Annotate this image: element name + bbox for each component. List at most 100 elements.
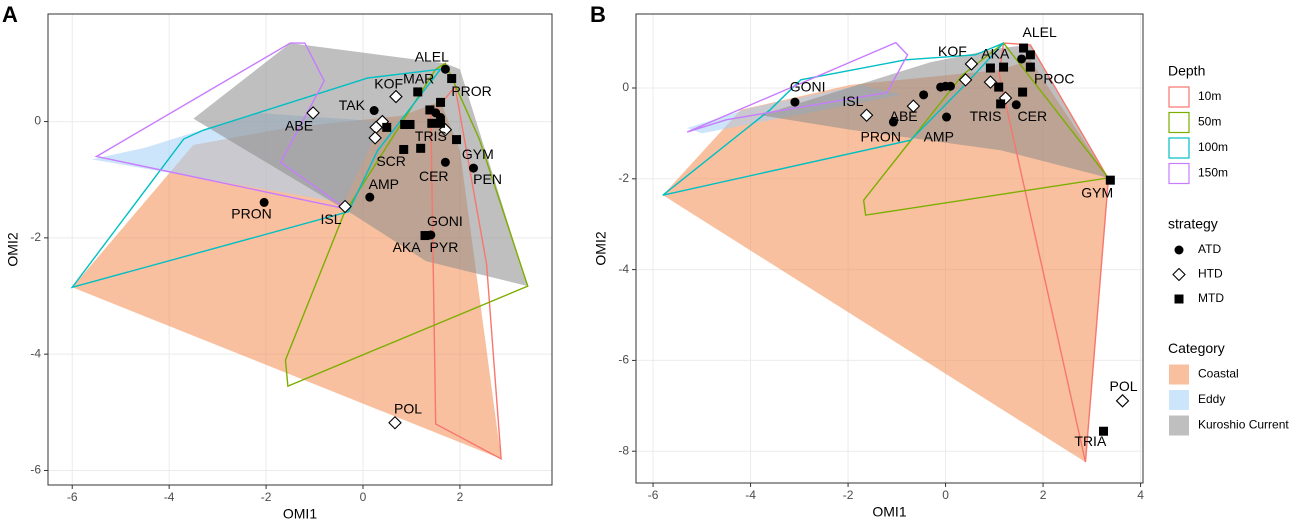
point-label: AKA [981,46,1010,62]
depth-hull [686,41,909,133]
point [259,197,269,207]
panel-border [47,13,553,486]
point [436,97,446,107]
x-tick-label: -2 [843,488,854,502]
point [447,74,457,84]
point [1105,175,1115,185]
depth-hull [662,42,1005,196]
point-label: AMP [924,129,954,145]
point-label: ALEL [415,48,449,64]
depth-hull [430,85,502,461]
point-label: ALEL [1023,24,1057,40]
x-tick-label: -6 [67,490,78,504]
point-label: ISL [842,93,863,109]
legend-key [1174,245,1184,255]
legend-key [1168,111,1190,134]
panel-border [635,13,1144,484]
point [859,108,874,123]
legend-label: 100m [1198,140,1228,154]
point-label: ABE [890,108,918,124]
point-label: GYM [1081,184,1113,200]
legend-key [1168,86,1190,108]
point-label: TRIA [1074,433,1107,449]
y-tick-label: -2 [618,171,629,185]
point [440,64,450,74]
legend-title: Category [1168,340,1225,356]
y-tick-label: -6 [30,463,41,477]
y-tick-label: -6 [618,353,629,367]
legend-title: Depth [1168,63,1205,79]
panel-label: B [590,2,606,27]
legend-key [1172,267,1186,282]
x-tick-label: -4 [164,490,175,504]
point [436,118,446,128]
depth-hull [862,42,1110,216]
depth-hull [70,68,443,289]
point-label: PEN [473,171,502,187]
point [382,122,392,132]
legend-key [1174,294,1184,304]
point-label: GONI [427,213,463,229]
point [440,157,450,167]
point [420,231,430,241]
legend-label: 150m [1198,166,1228,180]
y-tick-label: -2 [30,230,41,244]
legend-label: HTD [1198,267,1223,281]
x-axis-title: OMI1 [283,506,317,522]
y-axis-title: OMI2 [593,231,609,265]
point [1025,50,1035,60]
x-tick-label: -6 [648,488,659,502]
point [945,81,955,91]
y-tick-label: -4 [618,262,629,276]
point-label: TAK [339,97,366,113]
y-tick-label: 0 [34,114,41,128]
point [999,62,1009,72]
x-tick-label: 2 [1040,488,1047,502]
point [906,99,921,113]
point-label: CER [419,168,449,184]
point-label: GYM [462,146,494,162]
legend-label: Kuroshio Current [1198,418,1289,432]
x-tick-label: -2 [261,490,272,504]
point-label: AMP [369,176,399,192]
legend-label: MTD [1198,291,1224,305]
point [888,117,898,127]
point [964,57,979,71]
panel-label: A [2,2,18,27]
point [425,105,435,115]
point [416,143,426,153]
point-label: TRIS [415,128,447,144]
point-label: PYR [430,239,459,255]
point-label: ABE [285,118,313,134]
point [365,192,375,202]
legend-key [1168,162,1190,185]
legend-title: strategy [1168,216,1218,232]
point-label: POL [1109,378,1137,394]
point [1099,426,1109,436]
legend-key [1169,415,1189,436]
x-tick-label: -4 [745,488,756,502]
point [400,119,410,129]
point [919,90,929,100]
point [996,99,1006,109]
point [985,63,995,73]
point [427,118,437,128]
point-label: MAR [403,70,434,86]
point [306,106,320,120]
point [368,131,382,145]
point [1025,62,1035,72]
point [389,89,403,104]
point [413,87,423,97]
point [994,82,1004,92]
point [369,106,379,116]
point [452,135,462,145]
x-axis-title: OMI1 [872,504,906,520]
legend-key [1169,364,1189,385]
legend-label: Eddy [1198,392,1225,406]
point [1018,87,1028,97]
point-label: KOF [374,76,403,92]
point-label: CER [1018,108,1048,124]
legend-key [1169,390,1189,410]
legend-label: 50m [1198,115,1221,129]
